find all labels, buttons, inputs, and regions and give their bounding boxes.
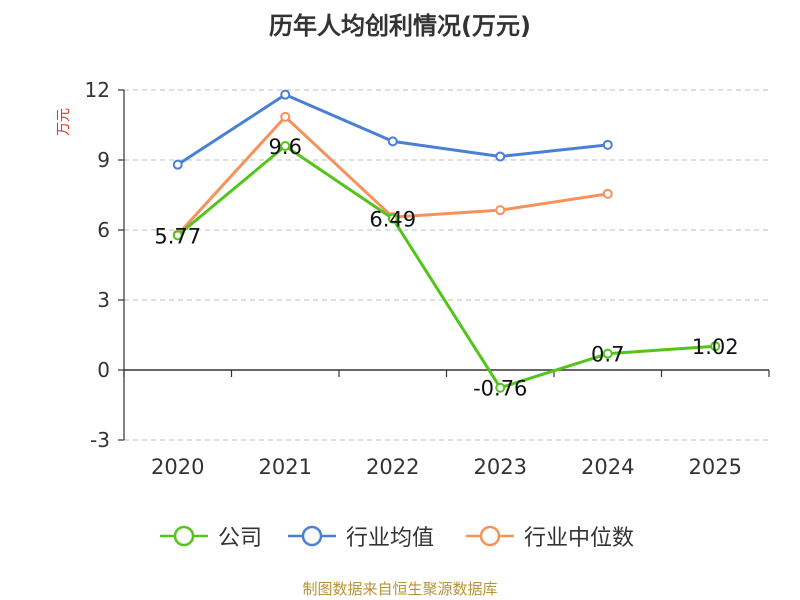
data-point [172, 230, 183, 241]
data-label: 0.7 [591, 343, 624, 367]
grid-layer [124, 89, 769, 441]
label-layer: 5.77 9.6 6.49 -0.76 0.7 1.02 [154, 135, 738, 401]
y-axis-title: 万元 [56, 108, 72, 136]
series-layer [172, 89, 721, 393]
y-tick-label: -3 [90, 428, 110, 452]
data-point [280, 141, 291, 151]
data-point [172, 159, 183, 170]
data-point [495, 151, 506, 162]
data-point [280, 111, 291, 122]
data-point [280, 89, 291, 100]
chart-title: 历年人均创利情况(万元) [269, 12, 531, 40]
data-label: 1.02 [692, 335, 739, 359]
legend-label-company: 公司 [218, 526, 263, 551]
data-point [495, 382, 506, 393]
data-point [387, 213, 398, 224]
legend-marker-company [160, 525, 208, 547]
x-tick-label: 2022 [366, 455, 419, 479]
legend-marker-industry-median [466, 525, 514, 547]
legend-item-industry-average[interactable]: 行业均值 [286, 520, 434, 552]
y-tick-label: 3 [97, 288, 110, 312]
x-tick-label: 2025 [689, 455, 742, 479]
x-tick-label: 2020 [151, 455, 204, 479]
y-tick-label: 9 [97, 148, 110, 172]
source-note: 制图数据来自恒生聚源数据库 [302, 580, 498, 598]
legend-label-industry-average: 行业均值 [346, 526, 435, 551]
data-point [602, 348, 613, 359]
data-label: -0.76 [473, 377, 527, 401]
legend-item-industry-median[interactable]: 行业中位数 [464, 520, 634, 552]
y-tick-label: 6 [97, 218, 110, 242]
data-label: 6.49 [369, 208, 416, 232]
data-point [602, 188, 613, 199]
legend-item-company[interactable]: 公司 [158, 520, 262, 552]
data-point [387, 136, 398, 147]
axis-layer: -3 0 3 6 9 12 2020 2021 2022 2023 2024 2025 [85, 78, 770, 479]
y-tick-label: 0 [97, 358, 110, 382]
x-tick-label: 2024 [581, 455, 634, 479]
data-label: 9.6 [269, 135, 302, 159]
x-tick-label: 2021 [259, 455, 312, 479]
legend-label-industry-median: 行业中位数 [524, 526, 635, 551]
y-tick-label: 12 [85, 78, 110, 102]
data-point [495, 205, 506, 216]
data-label: 5.77 [154, 224, 201, 248]
series-line [176, 144, 716, 390]
legend-marker-industry-average [288, 525, 336, 547]
x-tick-label: 2023 [474, 455, 527, 479]
data-point [710, 341, 721, 352]
data-point [602, 139, 613, 150]
series-line [176, 93, 608, 166]
